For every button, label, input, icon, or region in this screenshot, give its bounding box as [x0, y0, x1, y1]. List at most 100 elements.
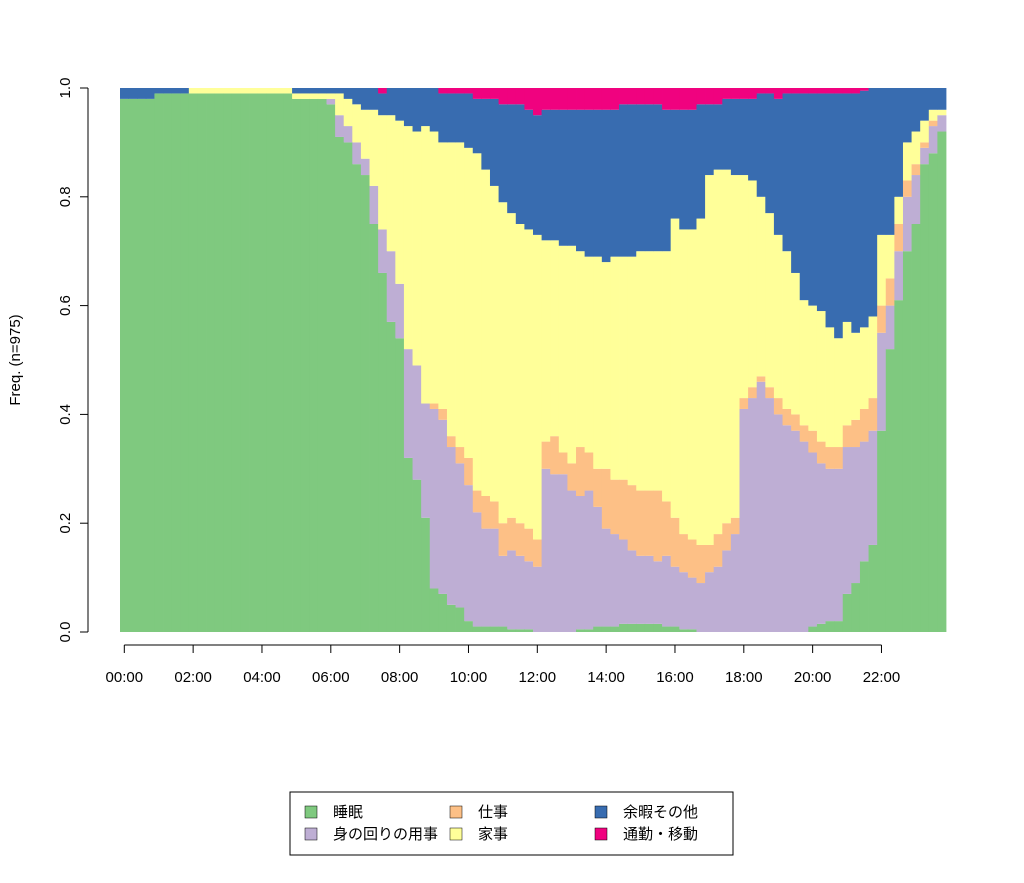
bar-segment [283, 88, 293, 94]
bar-segment [705, 88, 715, 105]
bar-segment [335, 88, 345, 94]
bar-segment [309, 93, 319, 99]
bar-segment [877, 305, 887, 333]
bar-segment [894, 196, 904, 224]
bar-segment [300, 98, 310, 632]
bar-segment [662, 626, 672, 632]
bar-segment [231, 88, 241, 94]
bar-segment [197, 93, 207, 632]
bar-segment [472, 626, 482, 632]
bar-segment [446, 604, 456, 632]
bar-segment [696, 104, 706, 219]
bar-segment [576, 88, 586, 110]
bar-segment [386, 251, 396, 322]
bar-segment [765, 398, 775, 632]
bar-segment [593, 256, 603, 469]
bar-segment [558, 452, 568, 475]
bar-segment [610, 479, 620, 535]
bar-segment [636, 251, 646, 491]
bar-segment [180, 88, 190, 94]
bar-segment [128, 98, 138, 632]
bar-segment [920, 88, 930, 121]
bar-segment [429, 408, 439, 589]
bar-segment [292, 98, 302, 632]
bar-segment [687, 629, 697, 632]
bar-segment [584, 109, 594, 257]
bar-segment [851, 419, 861, 448]
bar-segment [739, 88, 749, 99]
bar-segment [515, 88, 525, 105]
bar-segment [352, 142, 362, 165]
bar-segment [859, 90, 869, 328]
bar-segment [481, 496, 491, 529]
bar-segment [283, 93, 293, 632]
bar-segment [438, 593, 448, 632]
bar-segment [687, 539, 697, 578]
bar-segment [748, 180, 758, 388]
bar-segment [292, 88, 302, 94]
bar-segment [524, 109, 534, 230]
y-axis-label: Freq. (n=975) [7, 314, 24, 405]
bar-segment [851, 88, 861, 94]
bar-segment [481, 169, 491, 496]
bar-segment [343, 88, 353, 99]
bar-segment [911, 224, 921, 632]
bar-segment [378, 115, 388, 230]
bar-segment [309, 88, 319, 94]
bar-segment [722, 98, 732, 170]
bar-segment [145, 88, 155, 99]
bar-segment [507, 88, 517, 105]
y-tick-label: 1.0 [57, 78, 74, 99]
bar-segment [670, 88, 680, 110]
bar-segment [791, 88, 801, 94]
bar-segment [868, 430, 878, 545]
bar-segment [808, 305, 818, 431]
bar-segment [593, 468, 603, 507]
bar-segment [446, 88, 456, 94]
bar-segment [782, 88, 792, 94]
bar-segment [507, 517, 517, 551]
legend-box [289, 791, 734, 856]
x-tick-label: 10:00 [450, 669, 488, 686]
bar-segment [662, 88, 672, 110]
bar-segment [851, 583, 861, 632]
bar-segment [438, 408, 448, 420]
bar-segment [842, 88, 852, 94]
bar-segment [868, 544, 878, 632]
bar-segment [756, 381, 766, 632]
bar-segment [894, 88, 904, 197]
bar-segment [816, 441, 826, 464]
bar-segment [386, 88, 396, 116]
bar-segment [274, 93, 284, 632]
bar-segment [584, 88, 594, 110]
bar-segment [773, 88, 783, 99]
bar-segment [438, 93, 448, 143]
y-tick-label: 0.8 [57, 186, 74, 207]
bar-segment [369, 109, 379, 186]
bar-segment [825, 447, 835, 469]
bar-segment [584, 629, 594, 632]
bar-segment [902, 180, 912, 197]
bar-segment [825, 93, 835, 328]
bar-segment [636, 104, 646, 252]
bar-segment [343, 142, 353, 632]
bar-segment [464, 88, 474, 94]
bar-segment [911, 88, 921, 132]
bar-segment [894, 300, 904, 632]
bar-segment [584, 256, 594, 453]
bar-segment [920, 142, 930, 148]
bar-segment [644, 490, 654, 556]
bar-segment [722, 88, 732, 99]
bar-segment [593, 626, 603, 632]
bar-segment [558, 88, 568, 110]
bar-segment [300, 88, 310, 94]
bar-segment [601, 626, 611, 632]
bar-segment [627, 88, 637, 105]
bar-segment [644, 104, 654, 252]
bar-segment [636, 490, 646, 556]
bar-segment [730, 98, 740, 176]
bar-segment [842, 321, 852, 426]
bar-segment [696, 544, 706, 584]
bar-segment [748, 98, 758, 181]
bar-segment [911, 175, 921, 224]
